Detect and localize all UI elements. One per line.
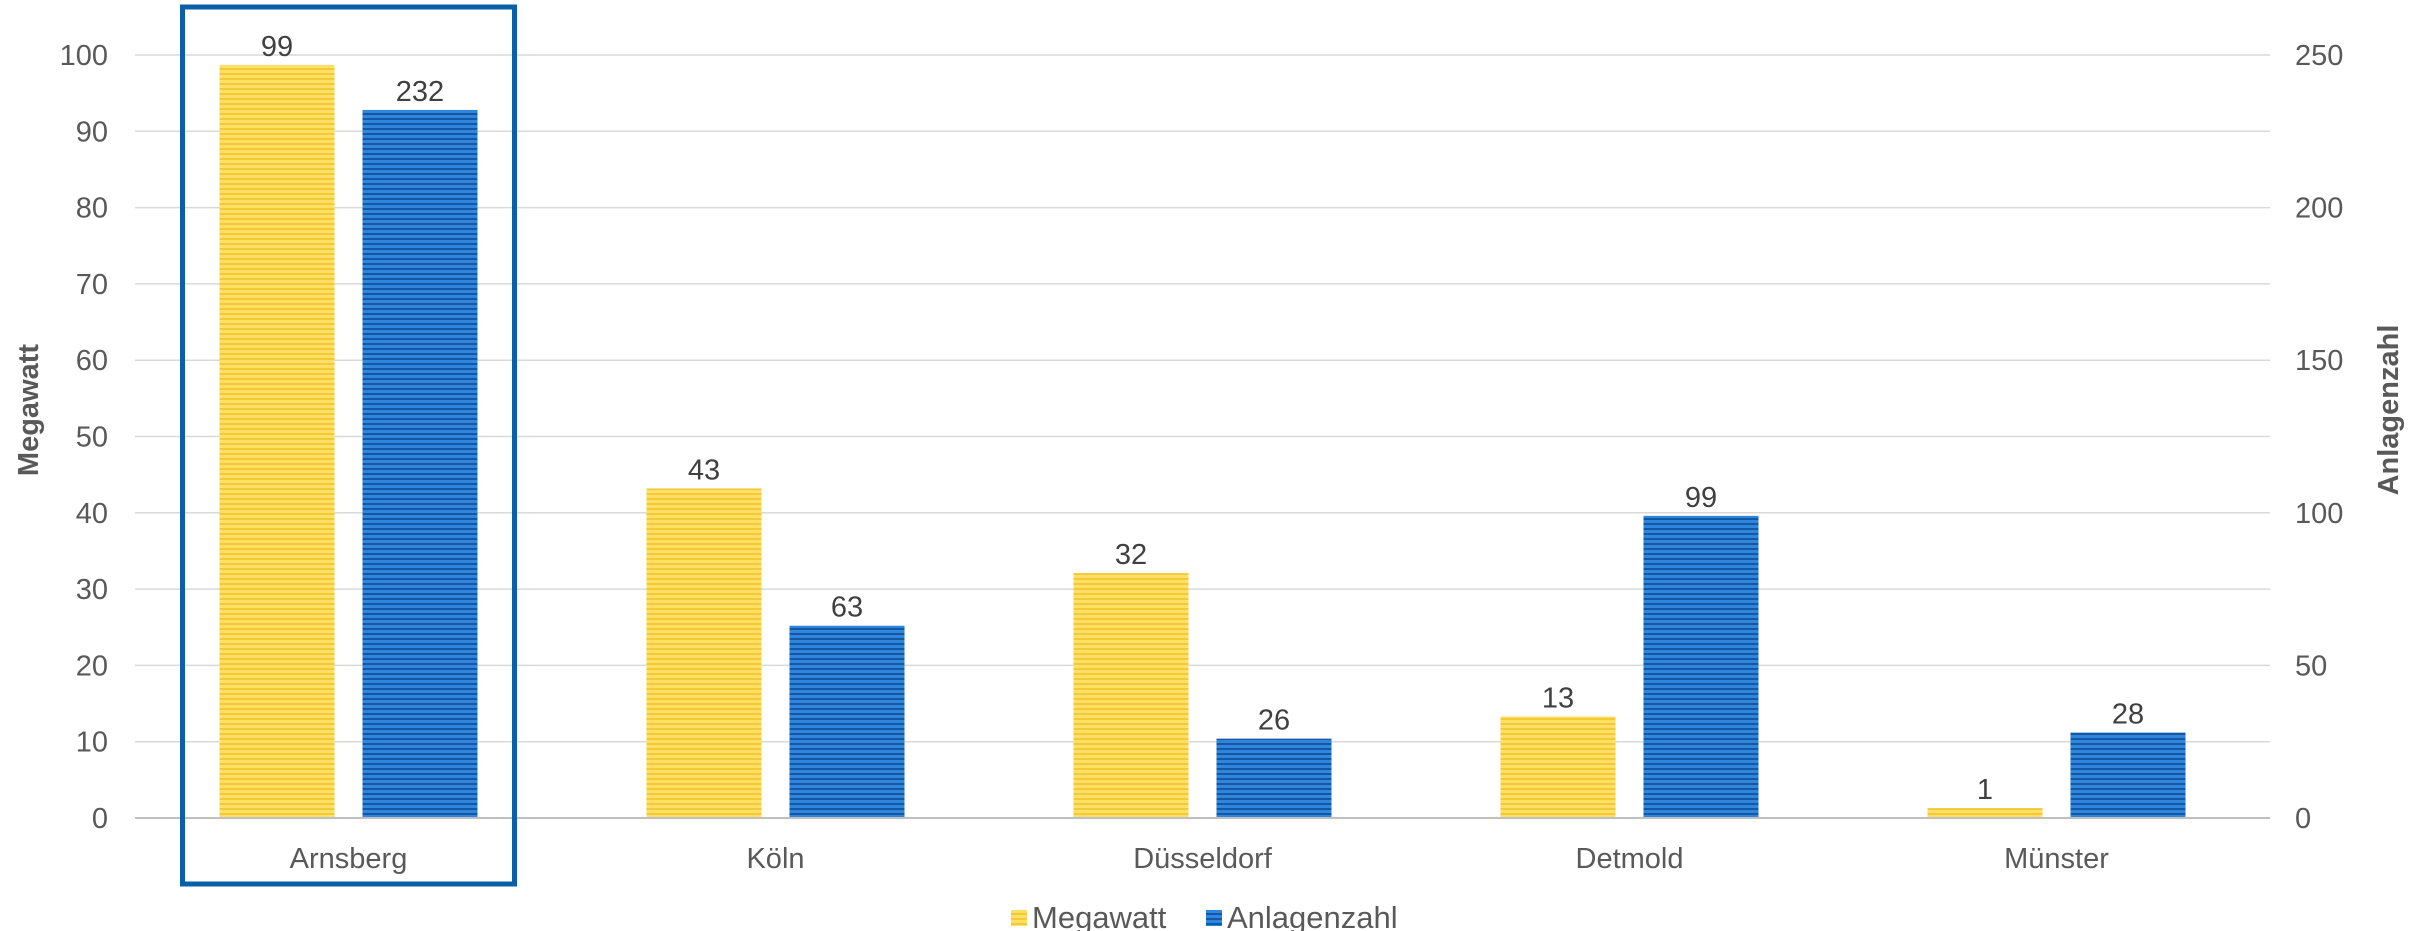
y2-tick-label: 250 [2295, 40, 2343, 72]
bar-megawatt [1073, 573, 1189, 818]
y2-tick-label: 50 [2295, 650, 2327, 682]
data-label: 232 [396, 76, 444, 108]
gridlines [135, 54, 2270, 743]
y-tick-label: 50 [76, 422, 108, 454]
bars [219, 64, 2186, 819]
y-tick-label: 100 [60, 40, 108, 72]
data-label: 63 [831, 592, 863, 624]
bar-megawatt [1500, 716, 1616, 818]
y-axis-title: Megawatt [13, 344, 45, 476]
y2-tick-label: 200 [2295, 193, 2343, 225]
y2-tick-label: 150 [2295, 345, 2343, 377]
legend-label-anlagenzahl: Anlagenzahl [1227, 900, 1398, 931]
legend-label-megawatt: Megawatt [1032, 900, 1167, 931]
bar-anlagenzahl [362, 109, 478, 819]
y-tick-label: 10 [76, 727, 108, 759]
x-tick-label: Köln [746, 843, 804, 875]
bar-megawatt [1927, 808, 2043, 818]
x-tick-label: Arnsberg [290, 843, 408, 875]
data-label: 1 [1977, 774, 1993, 806]
y2-axis-title: Anlagenzahl [2373, 325, 2405, 496]
data-label: 99 [1685, 482, 1717, 514]
y-tick-label: 20 [76, 650, 108, 682]
data-label: 28 [2112, 699, 2144, 731]
bar-megawatt [219, 64, 335, 818]
bar-anlagenzahl [1643, 515, 1759, 818]
highlight-box [180, 4, 517, 887]
y-tick-label: 30 [76, 574, 108, 606]
axes: 0 10 20 30 40 50 60 70 80 90 100 0 50 100 150 200 250 Arn… [60, 4, 2343, 887]
x-tick-label: Düsseldorf [1133, 843, 1273, 875]
data-label: 99 [261, 31, 293, 63]
bar-anlagenzahl [1216, 738, 1332, 818]
y-tick-label: 40 [76, 498, 108, 530]
data-label: 43 [688, 454, 720, 486]
y-tick-label: 0 [92, 803, 108, 835]
x-tick-label: Münster [2004, 843, 2109, 875]
data-labels: 99 232 43 63 32 26 13 99 1 28 [261, 31, 2144, 806]
bar-anlagenzahl [789, 625, 905, 818]
y-tick-label: 60 [76, 345, 108, 377]
x-tick-label: Detmold [1576, 843, 1684, 875]
data-label: 32 [1115, 539, 1147, 571]
y-tick-label: 90 [76, 116, 108, 148]
legend-swatch-anlagenzahl [1206, 910, 1222, 926]
bar-anlagenzahl [2070, 732, 2186, 818]
y-tick-label: 80 [76, 193, 108, 225]
y2-tick-label: 100 [2295, 498, 2343, 530]
legend: Megawatt Anlagenzahl [1011, 900, 1398, 931]
legend-swatch-megawatt [1011, 910, 1027, 926]
y2-tick-label: 0 [2295, 803, 2311, 835]
data-label: 13 [1542, 683, 1574, 715]
y-tick-label: 70 [76, 269, 108, 301]
bar-megawatt [646, 488, 762, 818]
data-label: 26 [1258, 705, 1290, 737]
